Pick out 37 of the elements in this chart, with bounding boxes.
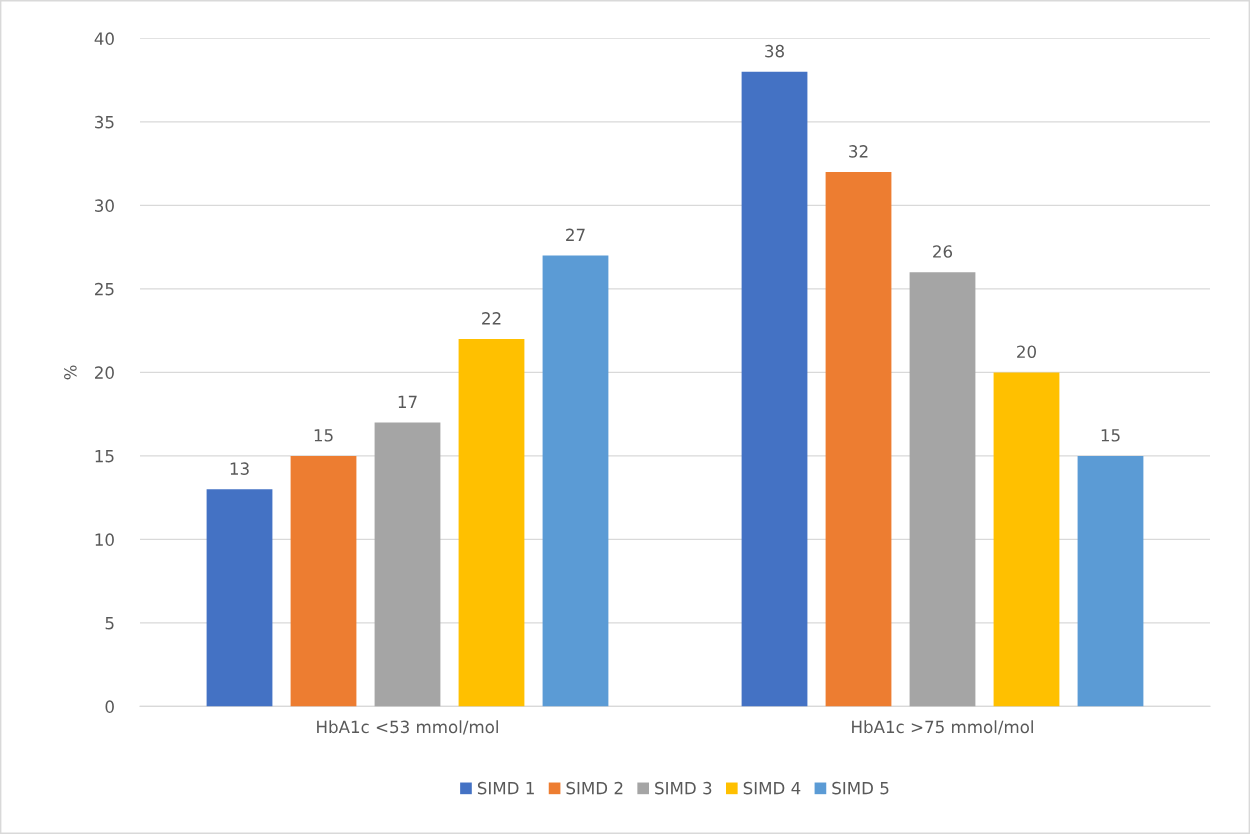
data-label: 15: [1101, 429, 1120, 442]
bar: [542, 255, 609, 707]
legend-label: SIMD 4: [743, 781, 801, 795]
bar: [741, 71, 808, 707]
y-tick-label: 35: [95, 115, 114, 129]
data-label: 13: [230, 462, 249, 475]
y-tick-label: 40: [94, 32, 114, 45]
legend-label: SIMD 3: [655, 781, 712, 795]
bar: [993, 372, 1060, 707]
x-tick-label: HbA1c >75 mmol/mol: [852, 720, 1033, 735]
y-tick-label: 30: [95, 199, 114, 212]
y-tick-label: 5: [105, 617, 114, 630]
y-tick-label: 0: [105, 700, 114, 713]
y-axis-title: %: [64, 365, 77, 380]
bar: [374, 422, 441, 707]
bar: [825, 171, 892, 707]
legend-label: SIMD 2: [566, 781, 623, 795]
data-label: 32: [849, 145, 868, 158]
data-label: 38: [765, 44, 784, 58]
x-tick-label: HbA1c <53 mmol/mol: [317, 720, 498, 735]
data-label: 22: [482, 312, 501, 325]
y-tick-label: 10: [95, 533, 114, 546]
bar: [206, 489, 273, 707]
data-label: 15: [314, 429, 333, 442]
bar: [290, 455, 357, 707]
y-tick-label: 20: [95, 366, 114, 379]
y-tick-label: 25: [95, 282, 114, 296]
y-tick-label: 15: [95, 450, 114, 463]
bar: [458, 338, 525, 707]
data-label: 27: [566, 228, 585, 241]
data-label: 20: [1017, 345, 1036, 359]
data-label: 17: [398, 395, 417, 408]
legend-label: SIMD 1: [477, 781, 534, 795]
bar: [1077, 455, 1144, 707]
legend-label: SIMD 5: [832, 781, 889, 795]
data-label: 26: [933, 245, 953, 258]
bar: [909, 272, 976, 707]
